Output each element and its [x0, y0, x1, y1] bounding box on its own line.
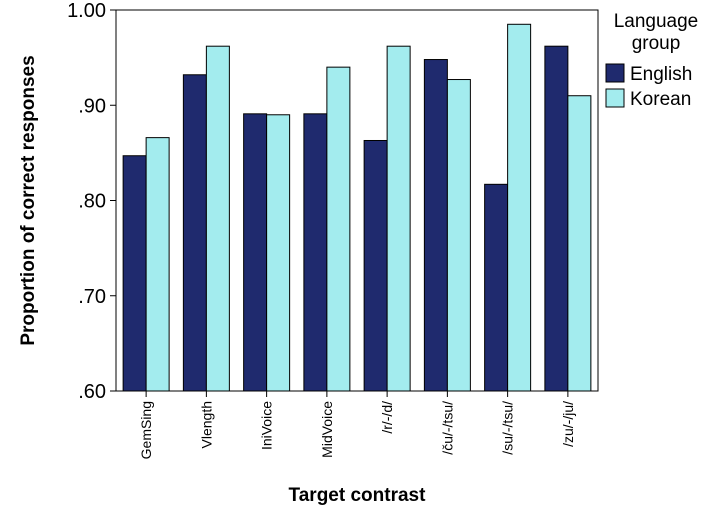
- x-axis-title: Target contrast: [289, 485, 427, 506]
- y-tick-label: .90: [78, 95, 106, 117]
- x-category-label: IniVoice: [259, 401, 275, 450]
- x-category-label: GemSing: [138, 401, 154, 459]
- x-category-label: /su/-/tsu/: [500, 401, 516, 455]
- bar-korean: [266, 114, 291, 392]
- bar-korean: [386, 45, 411, 392]
- x-category-label: /zu/-/ju/: [560, 401, 576, 447]
- x-categories: GemSing Vlength IniVoice MidVoice/r/-/d/ /ču…: [138, 391, 576, 459]
- bar-english: [243, 113, 268, 392]
- bars: [122, 23, 592, 392]
- legend-swatch: [605, 63, 625, 83]
- bar-korean: [205, 45, 230, 392]
- bar-english: [122, 155, 147, 392]
- x-category-label: MidVoice: [319, 401, 335, 458]
- bar-english: [484, 183, 509, 392]
- x-category-label: /r/-/d/: [379, 401, 395, 434]
- legend-entries: English Korean: [605, 63, 692, 110]
- legend-label: English: [630, 64, 692, 85]
- bar-korean: [507, 23, 532, 392]
- y-tick-label: 1.00: [67, 0, 106, 22]
- legend-swatch: [605, 88, 625, 108]
- y-tick-label: .70: [78, 286, 106, 308]
- bar-english: [423, 59, 448, 392]
- bar-korean: [446, 79, 471, 392]
- y-axis-title: Proportion of correct responses: [18, 55, 39, 345]
- bar-english: [303, 113, 328, 392]
- legend-label: Korean: [630, 89, 691, 110]
- bar-english: [182, 74, 207, 392]
- x-category-label: /ču/-/tsu/: [439, 401, 455, 455]
- y-tick-label: .80: [78, 191, 106, 213]
- y-ticks: .60 .70 .80 .90 1.00: [67, 0, 116, 403]
- bar-english: [363, 139, 388, 392]
- bar-english: [544, 45, 569, 392]
- bar-korean: [567, 95, 592, 392]
- legend-title: Language group: [614, 11, 699, 54]
- bar-korean: [145, 137, 170, 392]
- x-category-label: Vlength: [198, 401, 214, 448]
- y-tick-label: .60: [78, 381, 106, 403]
- legend: Language group English Korean: [605, 11, 699, 110]
- bar-korean: [326, 66, 351, 392]
- plot-area: .60 .70 .80 .90 1.00 GemSing Vlength IniVoice M…: [67, 0, 599, 459]
